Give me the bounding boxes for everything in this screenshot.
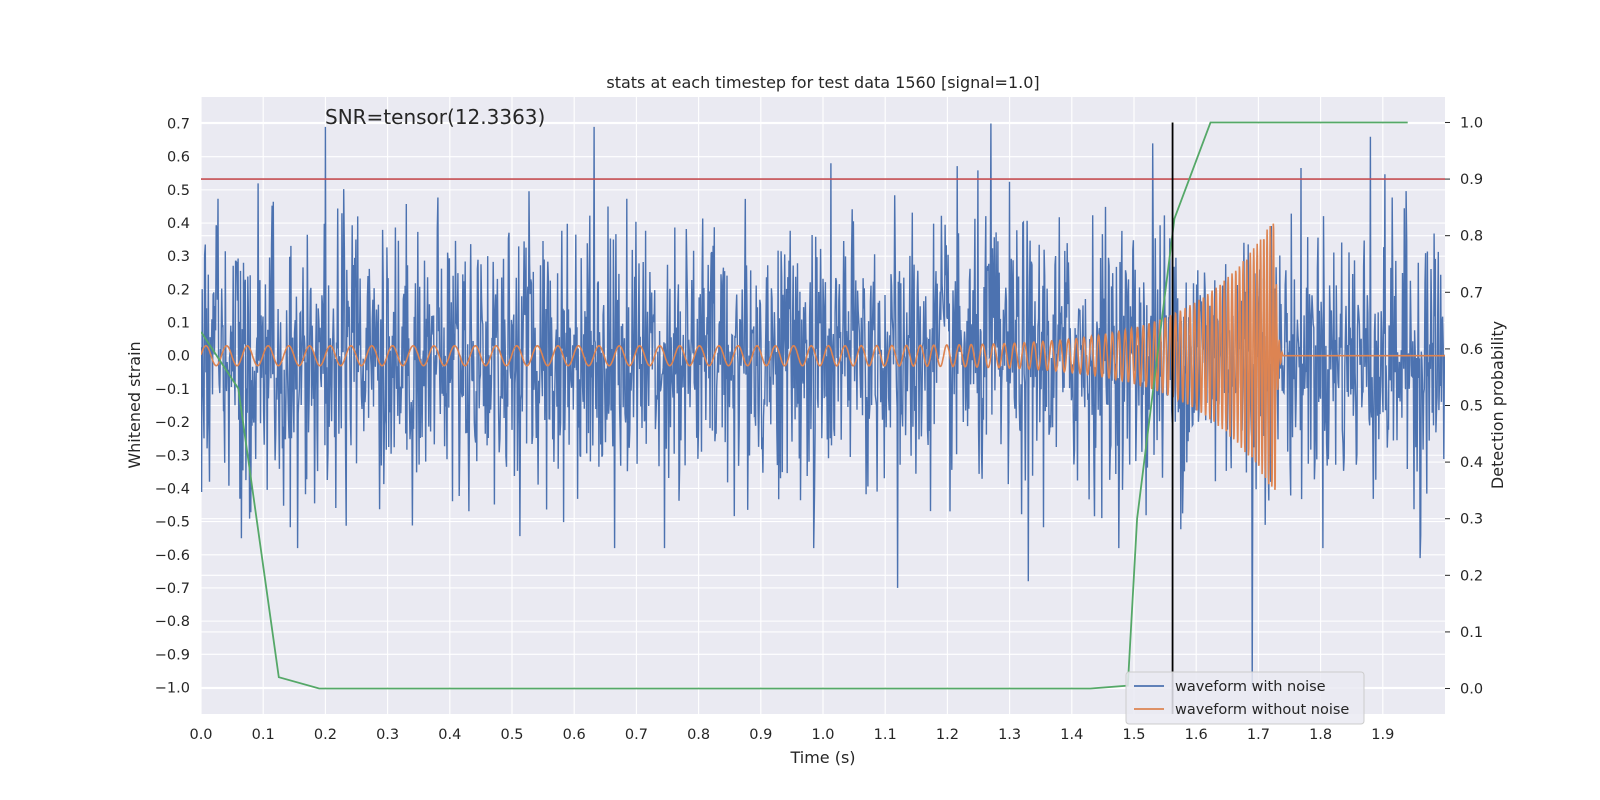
legend-label-noise: waveform with noise [1175, 679, 1326, 695]
x-tick-label: 1.6 [1185, 727, 1208, 743]
snr-annotation: SNR=tensor(12.3363) [325, 105, 545, 129]
y2-axis-label: Detection probability [1488, 321, 1507, 489]
x-tick-label: 0.3 [376, 727, 399, 743]
legend-box [1125, 671, 1365, 725]
series-detection-probability [201, 121, 1408, 690]
y-tick-label: 0.4 [167, 216, 190, 232]
series-waveform-without-noise [201, 223, 1445, 490]
y2-tick-label: 0.5 [1460, 399, 1483, 415]
y2-tick-label: 0.6 [1460, 342, 1483, 358]
y2-tick-labels: 1.0 0.9 0.8 0.7 0.6 0.5 0.4 0.3 0.2 0.1 0.0 [1445, 115, 1483, 698]
x-tick-label: 0.4 [438, 727, 461, 743]
x-tick-label: 1.1 [874, 727, 897, 743]
y2-tick-label: 0.1 [1460, 625, 1483, 641]
x-axis-label: Time (s) [789, 748, 855, 767]
x-tick-label: 0.1 [252, 727, 275, 743]
x-tick-label: 1.0 [811, 727, 834, 743]
chart-title: stats at each timestep for test data 156… [606, 73, 1039, 92]
y-tick-label: −1.0 [155, 680, 190, 696]
x-tick-label: 1.7 [1247, 727, 1270, 743]
legend-label-clean: waveform without noise [1175, 702, 1349, 718]
legend: waveform with noise waveform without noi… [1125, 671, 1365, 725]
x-tick-label: 0.6 [563, 727, 586, 743]
y2-tick-label: 1.0 [1460, 115, 1483, 131]
x-tick-label: 0.5 [500, 727, 523, 743]
y-tick-label: −0.2 [155, 415, 190, 431]
y-tick-label: −0.7 [155, 581, 190, 597]
y-tick-label: −0.1 [155, 382, 190, 398]
y-axis-label: Whitened strain [125, 341, 144, 468]
y-tick-label: −0.6 [155, 548, 190, 564]
y2-tick-label: 0.3 [1460, 512, 1483, 528]
y-tick-label: 0.5 [167, 183, 190, 199]
y-tick-label: 0.2 [167, 282, 190, 298]
x-tick-label: 1.9 [1371, 727, 1394, 743]
y-tick-label: 0.3 [167, 249, 190, 265]
y2-tick-label: 0.0 [1460, 682, 1483, 698]
y-tick-label: 0.1 [167, 316, 190, 332]
x-tick-label: 1.3 [998, 727, 1021, 743]
y-tick-label: −0.4 [155, 481, 190, 497]
y-tick-labels: 0.7 0.6 0.5 0.4 0.3 0.2 0.1 0.0 −0.1 −0.2 −0.3 −0.4… [155, 117, 190, 697]
y2-tick-label: 0.4 [1460, 455, 1483, 471]
y2-tick-label: 0.2 [1460, 568, 1483, 584]
y2-tick-label: 0.8 [1460, 229, 1483, 245]
y2-tick-label: 0.7 [1460, 285, 1483, 301]
y-tick-label: −0.3 [155, 448, 190, 464]
x-tick-label: 1.5 [1122, 727, 1145, 743]
y-tick-label: −0.8 [155, 614, 190, 630]
x-tick-label: 0.7 [625, 727, 648, 743]
x-tick-label: 0.2 [314, 727, 337, 743]
series-waveform-with-noise [201, 123, 1445, 688]
y-tick-label: 0.0 [167, 349, 190, 365]
y-tick-label: −0.5 [155, 515, 190, 531]
x-tick-label: 0.8 [687, 727, 710, 743]
x-tick-label: 0.9 [749, 727, 772, 743]
y2-tick-label: 0.9 [1460, 172, 1483, 188]
y-tick-label: 0.7 [167, 117, 190, 133]
x-tick-label: 1.8 [1309, 727, 1332, 743]
x-tick-label: 0.0 [189, 727, 212, 743]
y-tick-label: 0.6 [167, 150, 190, 166]
x-tick-labels: 0.0 0.1 0.2 0.3 0.4 0.5 0.6 0.7 0.8 0.9 1.0 1.1 1.2 1… [189, 727, 1394, 743]
x-tick-label: 1.2 [936, 727, 959, 743]
y-tick-label: −0.9 [155, 647, 190, 663]
x-tick-label: 1.4 [1060, 727, 1083, 743]
series-layer [201, 121, 1445, 714]
